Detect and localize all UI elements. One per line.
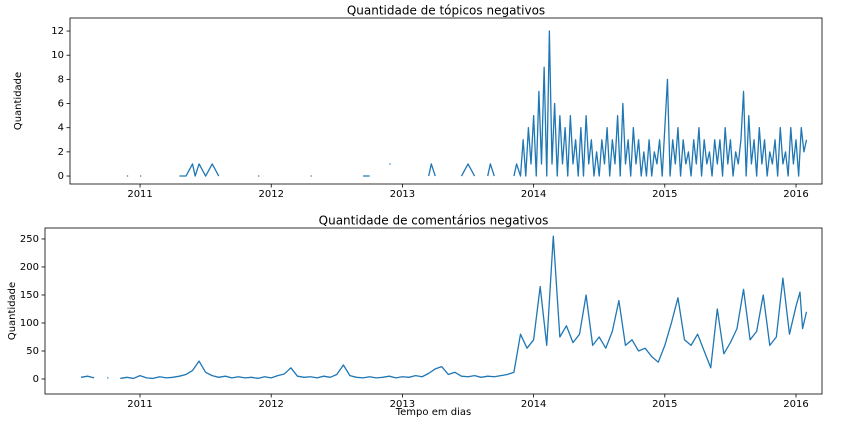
- chart-title: Quantidade de comentários negativos: [319, 214, 549, 228]
- y-tick-label: 2: [58, 147, 64, 158]
- y-tick-label: 10: [51, 50, 64, 61]
- y-tick-label: 250: [20, 234, 39, 245]
- x-tick-label: 2014: [521, 189, 546, 200]
- y-axis-label: Quantidade: [7, 282, 18, 340]
- series-line: [126, 30, 808, 177]
- x-tick-label: 2016: [783, 189, 808, 200]
- x-tick-label: 2013: [390, 399, 415, 410]
- plot-frame: [69, 17, 823, 185]
- y-tick-label: 4: [58, 123, 64, 134]
- x-tick-label: 2016: [783, 399, 808, 410]
- y-tick-label: 6: [58, 99, 64, 110]
- y-tick-label: 8: [58, 74, 64, 85]
- x-tick-label: 2012: [259, 189, 284, 200]
- x-tick-label: 2011: [127, 189, 152, 200]
- y-tick-label: 100: [20, 318, 39, 329]
- x-tick-label: 2015: [652, 399, 677, 410]
- y-axis-label: Quantidade: [13, 72, 24, 130]
- x-tick-label: 2012: [258, 399, 283, 410]
- series-line: [80, 235, 808, 380]
- y-tick-label: 0: [58, 171, 64, 182]
- y-tick-label: 200: [20, 262, 39, 273]
- y-tick-label: 50: [26, 346, 39, 357]
- x-axis-label: Tempo em dias: [395, 407, 471, 418]
- chart-title: Quantidade de tópicos negativos: [347, 4, 545, 18]
- x-tick-label: 2011: [127, 399, 152, 410]
- x-tick-label: 2013: [390, 189, 415, 200]
- y-tick-label: 0: [33, 374, 39, 385]
- y-tick-label: 12: [51, 26, 64, 37]
- x-tick-label: 2015: [652, 189, 677, 200]
- y-tick-label: 150: [20, 290, 39, 301]
- plot-frame: [44, 227, 823, 395]
- x-tick-label: 2014: [521, 399, 546, 410]
